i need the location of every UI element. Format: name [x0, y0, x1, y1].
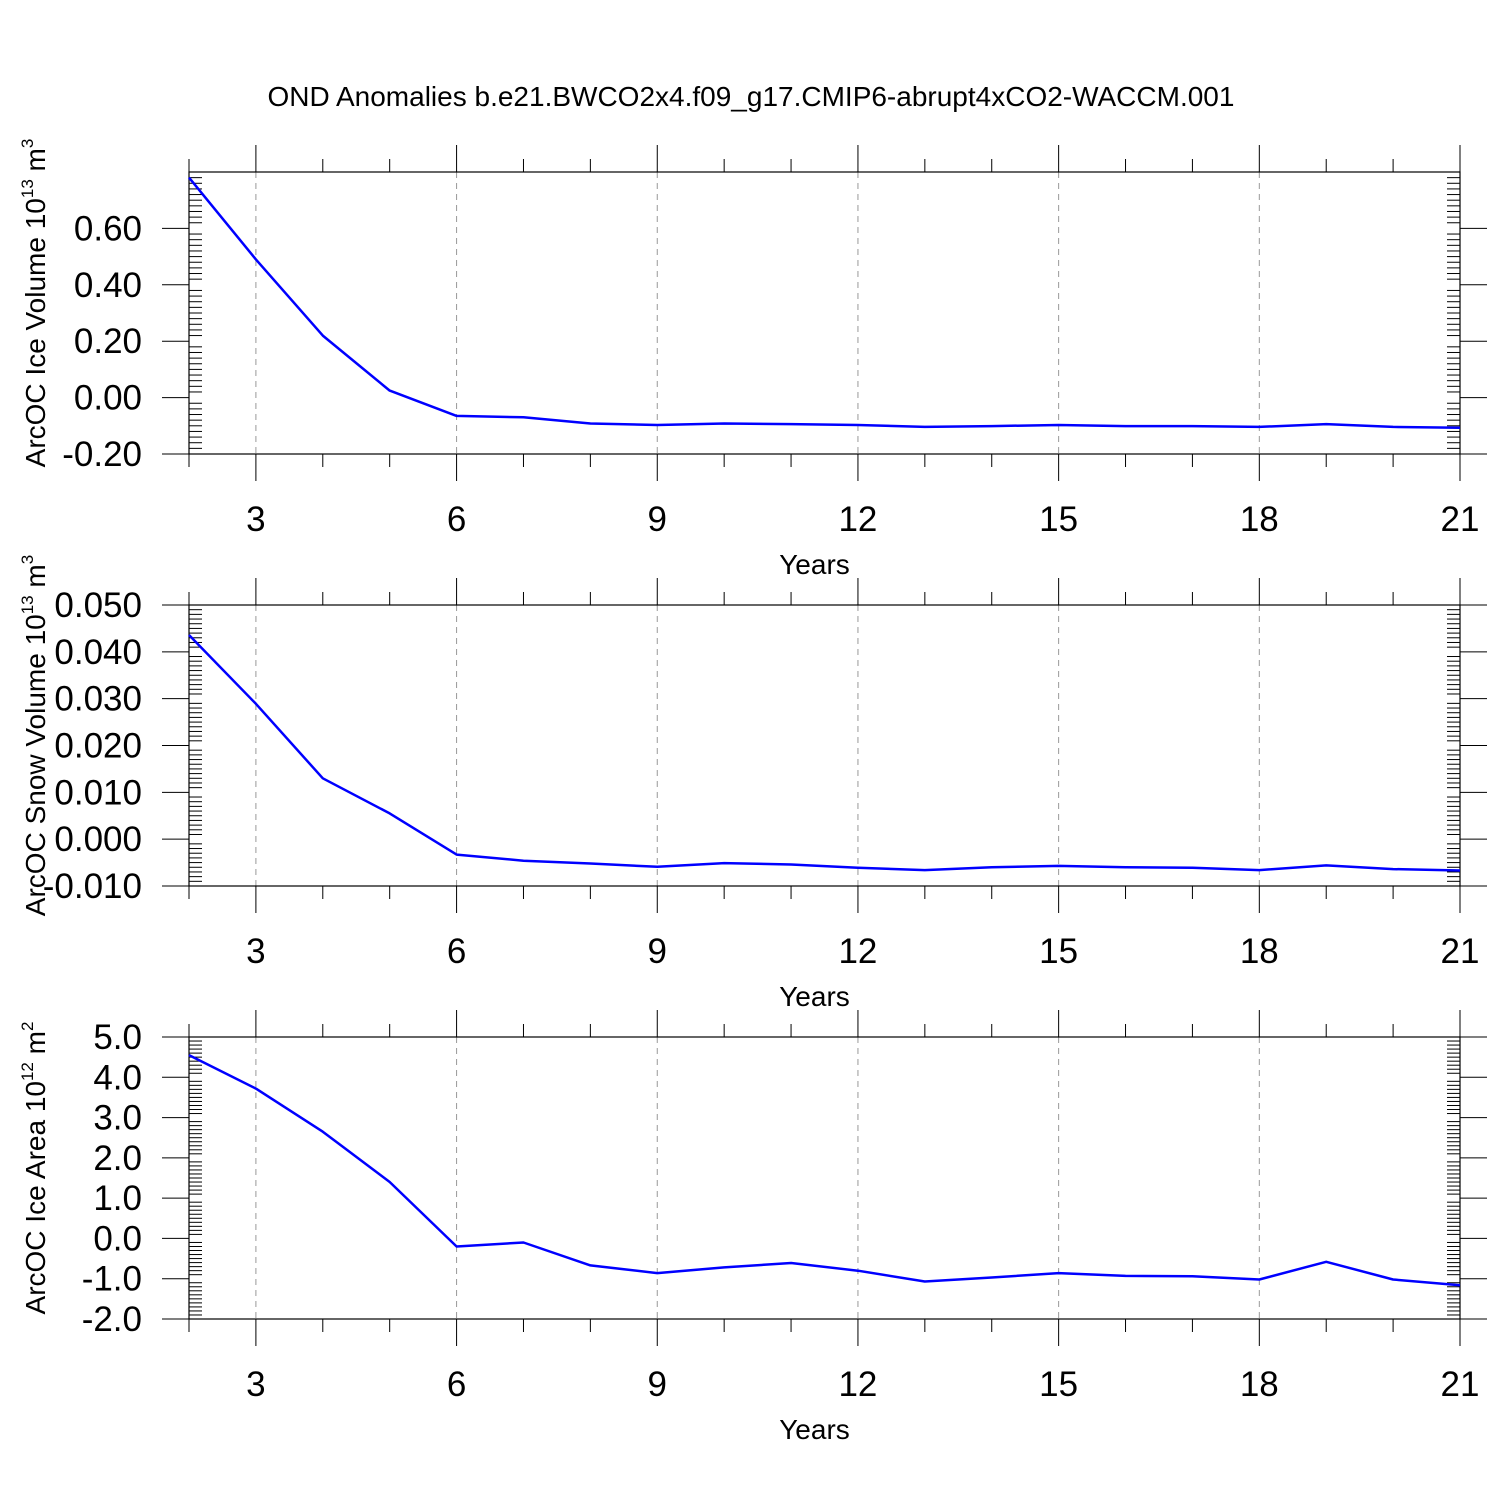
- y-tick-label: 0.030: [54, 680, 142, 719]
- plot-frame: [188, 171, 1461, 455]
- plot-frame: [188, 604, 1461, 887]
- x-tick-label: 18: [1240, 932, 1279, 971]
- y-tick-label: 0.0: [93, 1219, 142, 1258]
- x-tick-label: 21: [1441, 500, 1480, 539]
- x-tick-label: 15: [1039, 1365, 1078, 1404]
- x-tick-label: 3: [246, 1365, 265, 1404]
- x-axis-title: Years: [779, 1414, 850, 1445]
- x-tick-label: 15: [1039, 500, 1078, 539]
- x-axis-title: Years: [779, 981, 850, 1012]
- y-tick-label: 1.0: [93, 1179, 142, 1218]
- y-axis-title-part: m: [20, 148, 51, 179]
- y-axis-title-part: ArcOC Ice Volume 10: [20, 198, 51, 467]
- y-tick-label: 4.0: [93, 1058, 142, 1097]
- y-axis-title: ArcOC Ice Area 1012 m2: [18, 1022, 51, 1315]
- y-tick-label: 0.010: [54, 773, 142, 812]
- x-tick-label: 12: [838, 1365, 877, 1404]
- plot-frame: [188, 1036, 1461, 1320]
- x-tick-label: 6: [447, 932, 466, 971]
- figure-title: OND Anomalies b.e21.BWCO2x4.f09_g17.CMIP…: [268, 81, 1235, 112]
- y-tick-label: 0.40: [74, 266, 142, 305]
- x-tick-label: 3: [246, 500, 265, 539]
- y-axis-title: ArcOC Ice Volume 1013 m3: [18, 139, 51, 468]
- y-axis-title-part: m: [20, 1031, 51, 1062]
- y-tick-label: 0.60: [74, 209, 142, 248]
- x-tick-label: 6: [447, 1365, 466, 1404]
- y-axis-title-part: ArcOC Ice Area 10: [20, 1081, 51, 1314]
- y-tick-label: -0.20: [62, 435, 142, 474]
- x-tick-label: 9: [648, 932, 667, 971]
- y-tick-label: 5.0: [93, 1018, 142, 1057]
- y-axis-title-superscript: 3: [18, 555, 37, 564]
- x-tick-label: 9: [648, 1365, 667, 1404]
- x-tick-label: 9: [648, 500, 667, 539]
- data-series-line: [188, 634, 1461, 872]
- x-tick-label: 12: [838, 500, 877, 539]
- chart-panel-2: -0.010 0.000 0.010 0.020 0.030 0.040 0.050 3 6 9 1…: [18, 555, 1487, 1012]
- y-tick-label: 0.050: [54, 586, 142, 625]
- y-tick-label: 0.040: [54, 633, 142, 672]
- x-tick-label: 21: [1441, 1365, 1480, 1404]
- x-tick-label: 3: [246, 932, 265, 971]
- y-tick-label: 0.00: [74, 379, 142, 418]
- y-tick-label: -0.010: [43, 867, 142, 906]
- x-axis-title: Years: [779, 549, 850, 580]
- data-series-line: [188, 176, 1461, 430]
- y-axis-title-superscript: 13: [18, 595, 37, 614]
- y-tick-label: 3.0: [93, 1099, 142, 1138]
- x-tick-label: 6: [447, 500, 466, 539]
- y-axis-title-part: m: [20, 564, 51, 595]
- y-axis-title-superscript: 12: [18, 1062, 37, 1081]
- y-axis-title-superscript: 3: [18, 139, 37, 148]
- x-tick-label: 15: [1039, 932, 1078, 971]
- x-tick-label: 21: [1441, 932, 1480, 971]
- y-axis-title-superscript: 13: [18, 179, 37, 198]
- y-tick-label: 0.20: [74, 322, 142, 361]
- y-tick-label: 2.0: [93, 1139, 142, 1178]
- data-series-line: [188, 1053, 1461, 1287]
- y-axis-title-part: ArcOC Snow Volume 10: [20, 614, 51, 916]
- x-tick-label: 18: [1240, 500, 1279, 539]
- x-tick-label: 12: [838, 932, 877, 971]
- y-tick-label: -1.0: [82, 1260, 142, 1299]
- y-axis-title: ArcOC Snow Volume 1013 m3: [18, 555, 51, 916]
- x-tick-label: 18: [1240, 1365, 1279, 1404]
- y-tick-label: 0.020: [54, 727, 142, 766]
- chart-panel-3: -2.0-1.00.01.02.03.04.05.0 3 6 9 12 15 18 21 Yea…: [18, 1010, 1487, 1445]
- y-tick-label: -2.0: [82, 1300, 142, 1339]
- panels: -0.20 0.00 0.20 0.40 0.60 3 6 9 12 15 18 21 Years Arc…: [18, 139, 1487, 1445]
- y-tick-label: 0.000: [54, 820, 142, 859]
- y-axis-title-superscript: 2: [18, 1022, 37, 1031]
- chart-panel-1: -0.20 0.00 0.20 0.40 0.60 3 6 9 12 15 18 21 Years Arc…: [18, 139, 1487, 580]
